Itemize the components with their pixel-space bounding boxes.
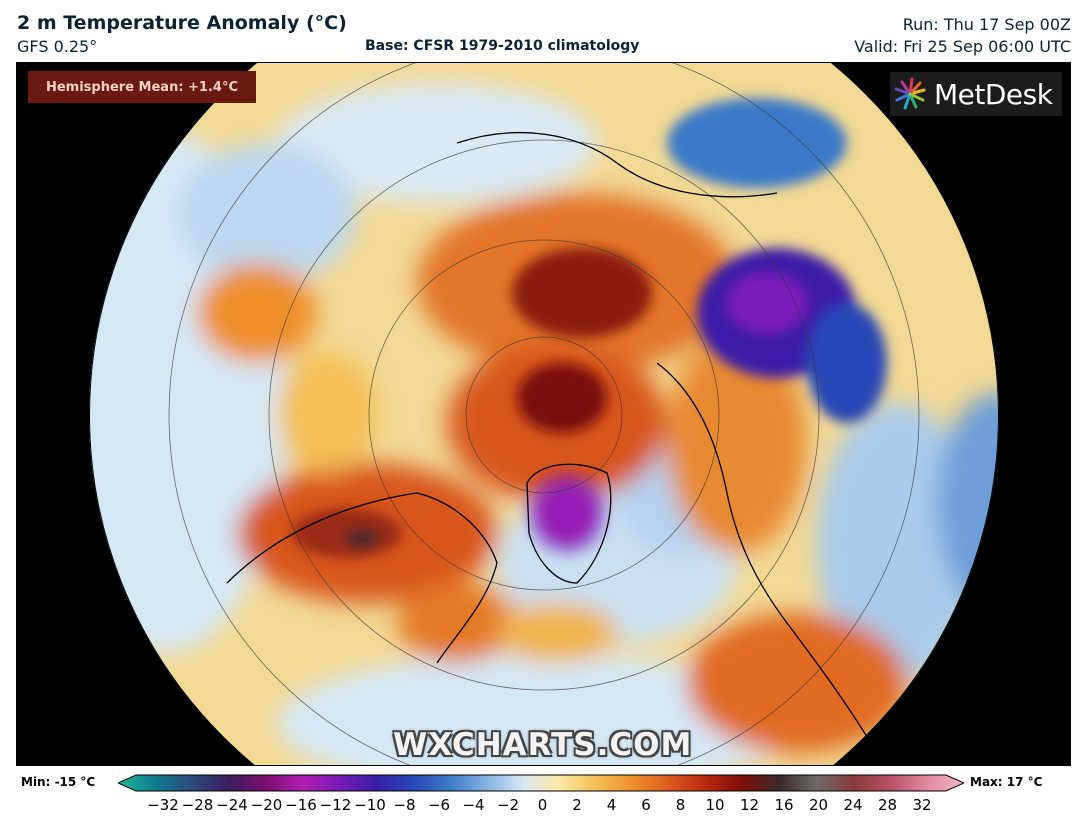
metdesk-logo-icon xyxy=(894,77,926,110)
metdesk-logo: MetDesk xyxy=(890,72,1062,116)
colorbar-tick-label: 4 xyxy=(606,796,617,814)
colorbar-tick-label: 28 xyxy=(877,796,898,814)
map-canvas xyxy=(17,63,1070,765)
colorbar-tick-label: −2 xyxy=(496,796,520,814)
colorbar-tick-label: −10 xyxy=(354,796,386,814)
colorbar-tick-label: 12 xyxy=(739,796,760,814)
colorbar-tick-label: 8 xyxy=(675,796,686,814)
colorbar-gradient xyxy=(118,774,964,792)
colorbar-tick-label: 24 xyxy=(843,796,863,814)
coastlines xyxy=(226,131,878,754)
colorbar-tick-label: 10 xyxy=(705,796,725,814)
colorbar-tick-label: 32 xyxy=(912,796,932,814)
valid-time-label: Valid: Fri 25 Sep 06:00 UTC xyxy=(854,37,1071,56)
anomaly-map[interactable] xyxy=(16,62,1071,766)
brand-name: MetDesk xyxy=(934,77,1053,111)
colorbar-tick-label: −24 xyxy=(216,796,248,814)
colorbar-tick-label: −6 xyxy=(427,796,451,814)
model-label: GFS 0.25° xyxy=(17,37,98,56)
colorbar-tick-label: −20 xyxy=(250,796,283,814)
colorbar-tick-label: 2 xyxy=(572,796,582,814)
colorbar-tick-label: −16 xyxy=(285,796,317,814)
colorbar-tick-label: −4 xyxy=(462,796,485,814)
colorbar-tick-label: −8 xyxy=(393,796,416,814)
chart-title: 2 m Temperature Anomaly (°C) xyxy=(17,12,347,34)
colorbar-max-label: Max: 17 °C xyxy=(970,775,1043,789)
colorbar-tick-label: −12 xyxy=(319,796,352,814)
latitude-grid xyxy=(168,63,920,765)
colorbar xyxy=(118,774,964,792)
colorbar-tick-label: −32 xyxy=(147,796,179,814)
colorbar-tick-label: −28 xyxy=(181,796,214,814)
scandinavia-cold-region xyxy=(667,98,847,188)
colorbar-tick-label: 6 xyxy=(641,796,651,814)
colorbar-tick-label: 0 xyxy=(537,796,548,814)
wxcharts-watermark: WXCHARTS.COM xyxy=(393,727,693,763)
hemisphere-mean-badge: Hemisphere Mean: +1.4°C xyxy=(28,71,256,103)
colorbar-min-label: Min: -15 °C xyxy=(21,775,96,789)
colorbar-tick-label: 16 xyxy=(774,796,794,814)
run-time-label: Run: Thu 17 Sep 00Z xyxy=(902,15,1071,34)
climatology-base-label: Base: CFSR 1979-2010 climatology xyxy=(365,38,640,54)
colorbar-ticks: −32 −28 −24 −20 −16 −12 −10 −8 −6 −4 −2 0 2 4 6 8 10 12 16… xyxy=(0,796,1088,816)
south-asia-warm-region xyxy=(687,613,907,753)
colorbar-tick-label: 20 xyxy=(808,796,829,814)
